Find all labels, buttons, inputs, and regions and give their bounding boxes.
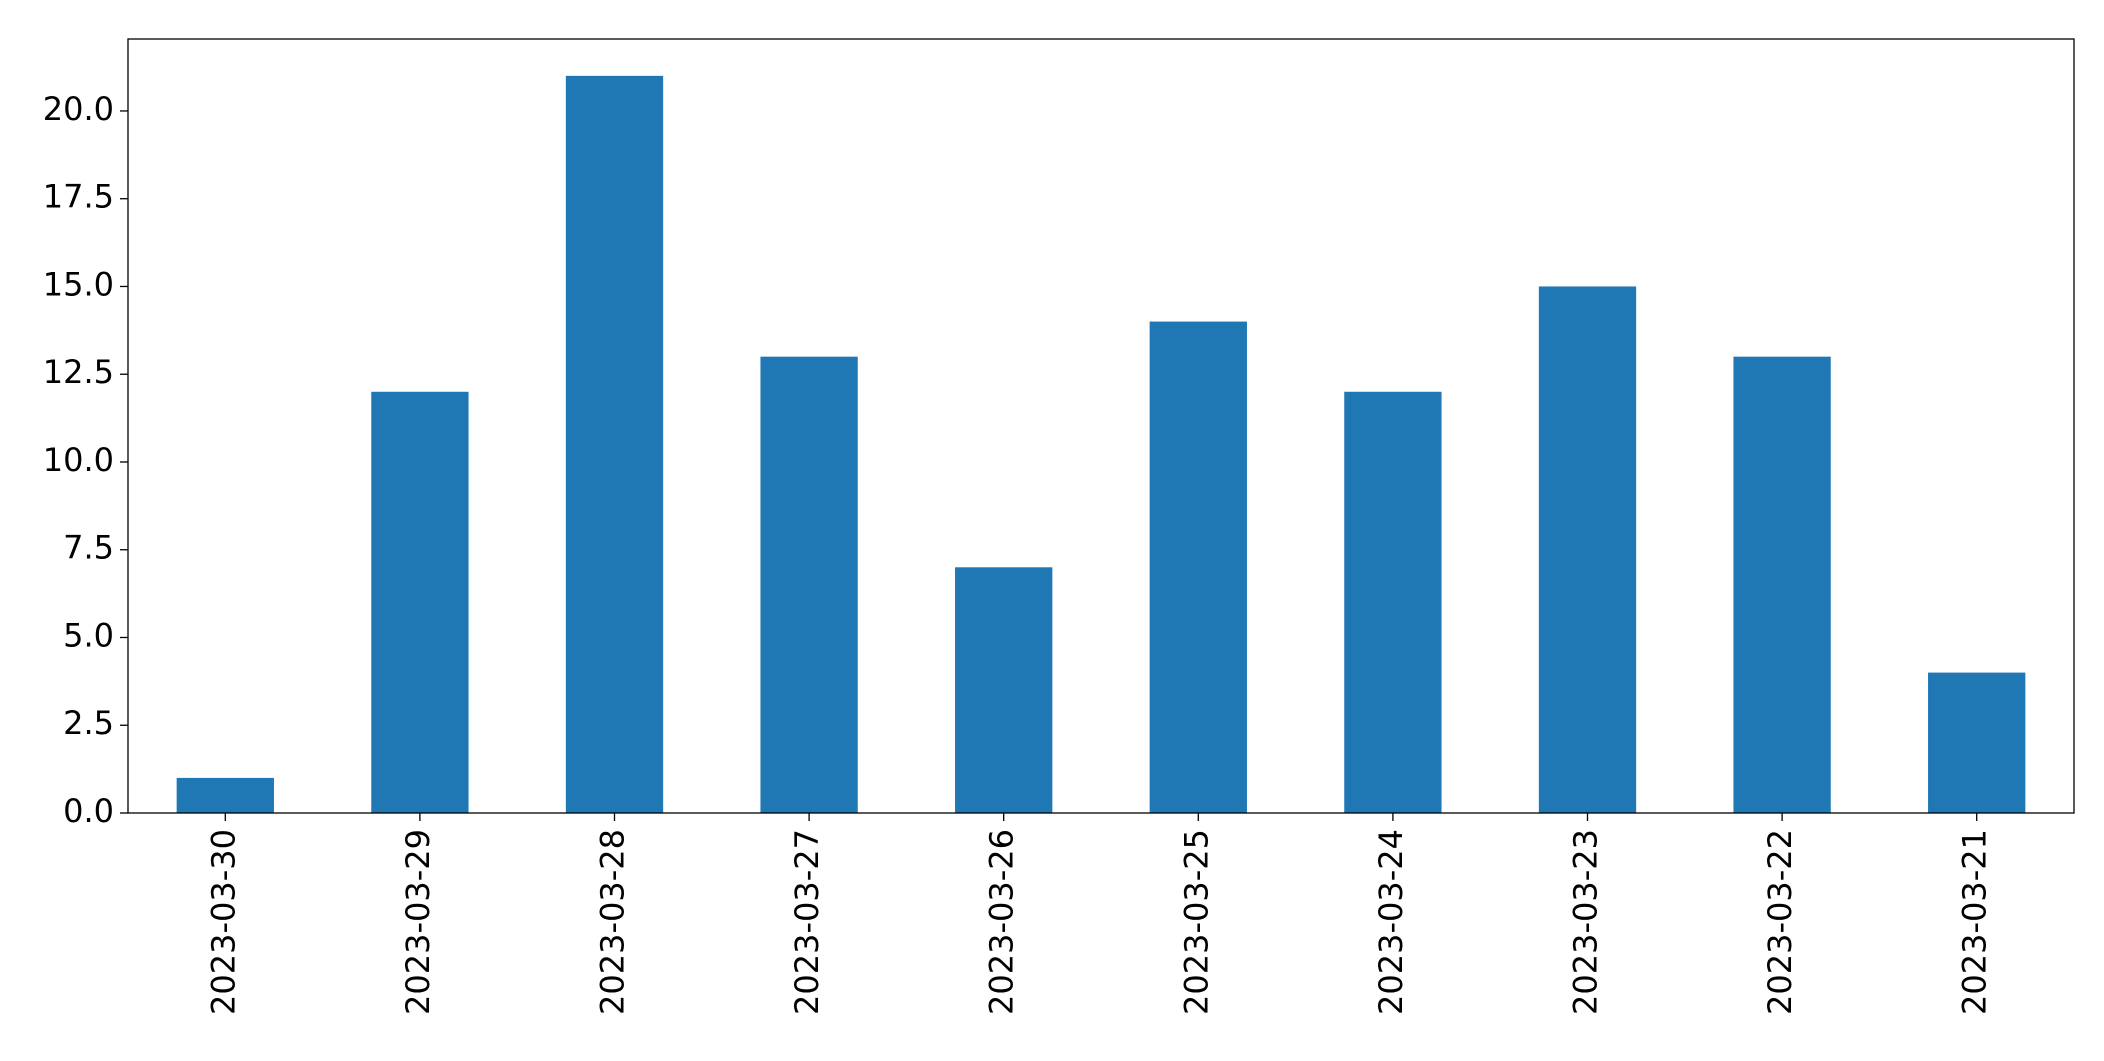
bar (1928, 672, 2026, 813)
bar (176, 777, 274, 813)
y-tick-label: 20.0 (43, 90, 114, 128)
y-tick-label: 15.0 (43, 265, 114, 303)
bar (371, 391, 469, 813)
y-tick-label: 0.0 (63, 792, 114, 830)
x-tick-label: 2023-03-22 (1761, 829, 1799, 1015)
bar (565, 75, 664, 814)
bar (1538, 286, 1637, 814)
x-tick-label: 2023-03-27 (788, 829, 826, 1015)
x-tick-label: 2023-03-28 (594, 829, 632, 1015)
x-tick-label: 2023-03-25 (1177, 829, 1215, 1015)
y-tick-label: 12.5 (43, 353, 114, 391)
x-tick-label: 2023-03-29 (399, 829, 437, 1015)
x-tick-label: 2023-03-24 (1372, 829, 1410, 1015)
bar (1344, 391, 1442, 813)
y-tick-label: 10.0 (43, 441, 114, 479)
x-tick-label: 2023-03-21 (1956, 829, 1994, 1015)
x-tick-label: 2023-03-30 (204, 829, 242, 1015)
x-tick-label: 2023-03-26 (983, 829, 1021, 1015)
bar (1733, 356, 1831, 813)
y-tick-label: 17.5 (43, 178, 114, 216)
bar (760, 356, 858, 813)
y-tick-label: 2.5 (63, 704, 114, 742)
x-tick-label: 2023-03-23 (1567, 829, 1605, 1015)
y-tick-label: 5.0 (63, 616, 114, 654)
bar (1149, 321, 1247, 813)
y-tick-label: 7.5 (63, 529, 114, 567)
plot-frame (127, 38, 2075, 814)
bar (955, 567, 1053, 813)
